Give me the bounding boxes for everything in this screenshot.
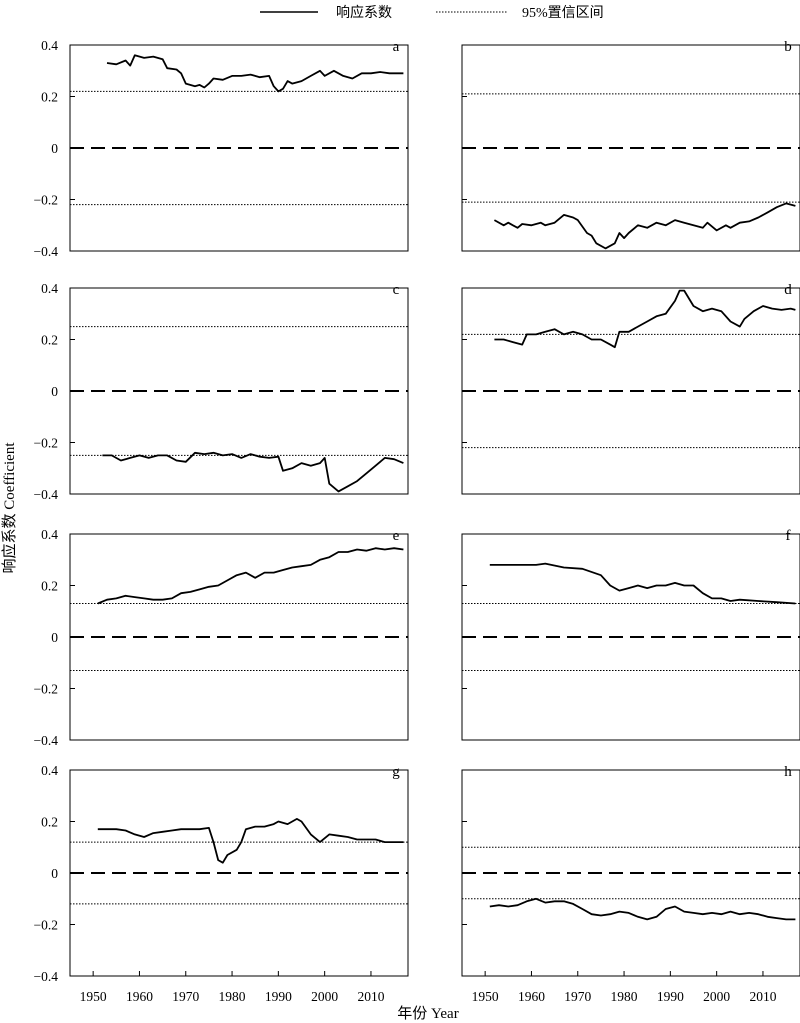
y-tick-label: −0.4 xyxy=(34,969,59,984)
panel-label: b xyxy=(784,39,792,55)
panel-g: 0.4 0.2 0 −0.2 −0.4 1950 1960 1970 1980 1990 2000 2… xyxy=(34,763,409,1004)
series-line xyxy=(97,547,404,605)
y-tick-label: 0.2 xyxy=(41,333,58,348)
x-tick-label: 1990 xyxy=(657,989,684,1004)
panel-a: 0.4 0.2 0 −0.2 −0.4 a xyxy=(34,38,409,259)
legend-label-confidence-interval: 95%置信区间 xyxy=(522,5,604,21)
x-tick-label: 1960 xyxy=(518,989,545,1004)
x-tick-label: 1950 xyxy=(472,989,499,1004)
panel-label: g xyxy=(392,764,400,780)
x-tick-label: 2000 xyxy=(311,989,338,1004)
x-tick-label: 2010 xyxy=(749,989,776,1004)
panels: 0.4 0.2 0 −0.2 −0.4 a b 0.4 0.2 0 −0.2 −0.4 c d 0.4 0.2… xyxy=(34,38,800,1004)
y-tick-label: −0.2 xyxy=(34,918,59,933)
x-tick-label: 1970 xyxy=(564,989,591,1004)
series-line xyxy=(493,202,796,250)
series-line xyxy=(106,54,404,93)
panel-label: a xyxy=(393,39,400,55)
y-tick-label: 0.2 xyxy=(41,90,58,105)
legend-label-coefficient: 响应系数 xyxy=(336,4,392,21)
y-tick-label: 0.4 xyxy=(41,38,58,53)
y-tick-label: 0 xyxy=(51,384,58,399)
panel-f: f xyxy=(461,528,800,741)
panel-d: d xyxy=(461,282,800,495)
panel-label: h xyxy=(784,764,792,780)
y-tick-label: 0.4 xyxy=(41,527,58,542)
panel-h: 1950 1960 1970 1980 1990 2000 2010 h xyxy=(461,764,800,1004)
legend: 响应系数 95%置信区间 xyxy=(260,4,604,21)
y-tick-label: −0.2 xyxy=(34,193,59,208)
panel-label: c xyxy=(393,282,400,298)
y-axis-label: 响应系数 Coefficient xyxy=(0,442,18,574)
y-tick-label: −0.4 xyxy=(34,244,59,259)
x-tick-label: 1980 xyxy=(611,989,638,1004)
x-tick-label: 1950 xyxy=(80,989,107,1004)
y-tick-label: 0.2 xyxy=(41,815,58,830)
panel-b: b xyxy=(461,39,800,252)
y-tick-label: 0.4 xyxy=(41,763,58,778)
x-tick-label: 1960 xyxy=(126,989,153,1004)
panel-e: 0.4 0.2 0 −0.2 −0.4 e xyxy=(34,527,409,748)
panel-c: 0.4 0.2 0 −0.2 −0.4 c xyxy=(34,281,409,502)
series-line xyxy=(489,562,796,605)
x-tick-label: 2000 xyxy=(703,989,730,1004)
y-tick-label: −0.2 xyxy=(34,682,59,697)
x-tick-label: 1980 xyxy=(219,989,246,1004)
y-tick-label: 0 xyxy=(51,866,58,881)
series-line xyxy=(97,818,404,864)
y-tick-label: −0.4 xyxy=(34,487,59,502)
y-tick-label: 0 xyxy=(51,141,58,156)
x-tick-label: 1970 xyxy=(172,989,199,1004)
y-tick-label: 0.2 xyxy=(41,579,58,594)
y-tick-label: −0.4 xyxy=(34,733,59,748)
panel-label: f xyxy=(786,528,791,544)
series-line xyxy=(494,289,796,349)
x-tick-label: 2010 xyxy=(357,989,384,1004)
panel-label: d xyxy=(784,282,792,298)
series-line xyxy=(102,451,404,493)
x-tick-label: 1990 xyxy=(265,989,292,1004)
y-tick-label: −0.2 xyxy=(34,436,59,451)
panel-label: e xyxy=(393,528,400,544)
x-axis-label: 年份 Year xyxy=(397,1005,458,1022)
series-line xyxy=(489,897,796,921)
y-tick-label: 0.4 xyxy=(41,281,58,296)
y-tick-label: 0 xyxy=(51,630,58,645)
